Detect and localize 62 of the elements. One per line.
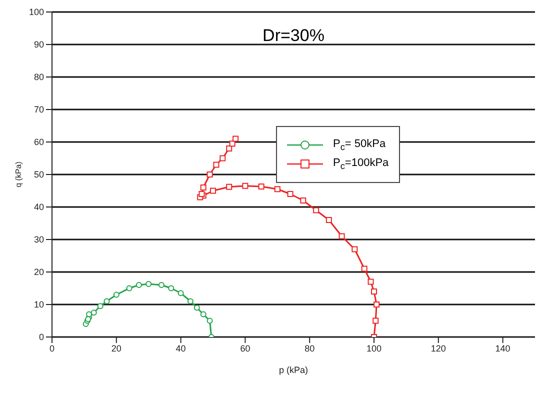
y-axis-title: q (kPa) — [14, 161, 23, 188]
point — [113, 292, 120, 298]
x-tick-label: 120 — [430, 343, 446, 354]
point — [200, 184, 206, 190]
x-tick-label: 60 — [240, 343, 250, 354]
point — [187, 298, 194, 304]
point — [126, 285, 132, 292]
point — [258, 184, 264, 190]
point — [200, 311, 206, 318]
point — [229, 140, 236, 147]
point — [104, 298, 110, 304]
x-tick-label: 0 — [49, 343, 55, 354]
point — [372, 318, 379, 324]
point — [213, 162, 220, 168]
point — [242, 182, 248, 189]
point — [352, 246, 358, 252]
point — [371, 288, 377, 294]
point — [374, 302, 380, 308]
point — [226, 184, 232, 190]
point — [232, 136, 239, 142]
x-tick-label: 140 — [495, 343, 510, 354]
text: Dr=30% — [262, 26, 326, 46]
y-tick-label: 80 — [34, 72, 44, 82]
point — [206, 172, 213, 178]
x-tick-label: 40 — [176, 343, 186, 354]
y-tick-label: 70 — [34, 104, 44, 115]
point — [194, 304, 200, 311]
point — [86, 311, 92, 318]
y-tick-label: 60 — [34, 137, 44, 148]
y-tick-label: 40 — [34, 202, 44, 212]
y-tick-label: 30 — [34, 234, 44, 245]
point — [168, 285, 174, 292]
point — [368, 278, 374, 285]
point — [210, 188, 216, 194]
point — [97, 303, 104, 310]
legend-label: P$_{c}$=100kPa — [333, 157, 389, 172]
point — [313, 207, 320, 214]
point — [338, 233, 345, 240]
point — [158, 282, 164, 288]
point — [226, 146, 232, 152]
point — [90, 310, 97, 316]
point — [136, 282, 142, 288]
y-tick-label: 100 — [28, 7, 44, 18]
x-tick-label: 100 — [366, 343, 382, 354]
x-tick-label: 80 — [304, 343, 315, 354]
point — [326, 217, 332, 223]
y-tick-label: 20 — [34, 267, 44, 278]
point — [274, 186, 280, 192]
x-axis-title: p (kPa) — [278, 365, 308, 375]
y-tick-label: 50 — [34, 170, 44, 180]
y-tick-label: 10 — [34, 300, 44, 310]
point — [361, 266, 368, 272]
point — [300, 198, 306, 204]
x-tick-label: 20 — [111, 343, 122, 354]
y-tick-label: 90 — [34, 40, 44, 50]
point — [220, 155, 226, 162]
legend-label: P$_{c}$= 50kPa — [333, 138, 386, 152]
point — [178, 290, 184, 296]
point — [206, 318, 213, 324]
point — [146, 281, 152, 288]
y-tick-label: 0 — [38, 332, 44, 342]
point — [287, 191, 294, 197]
